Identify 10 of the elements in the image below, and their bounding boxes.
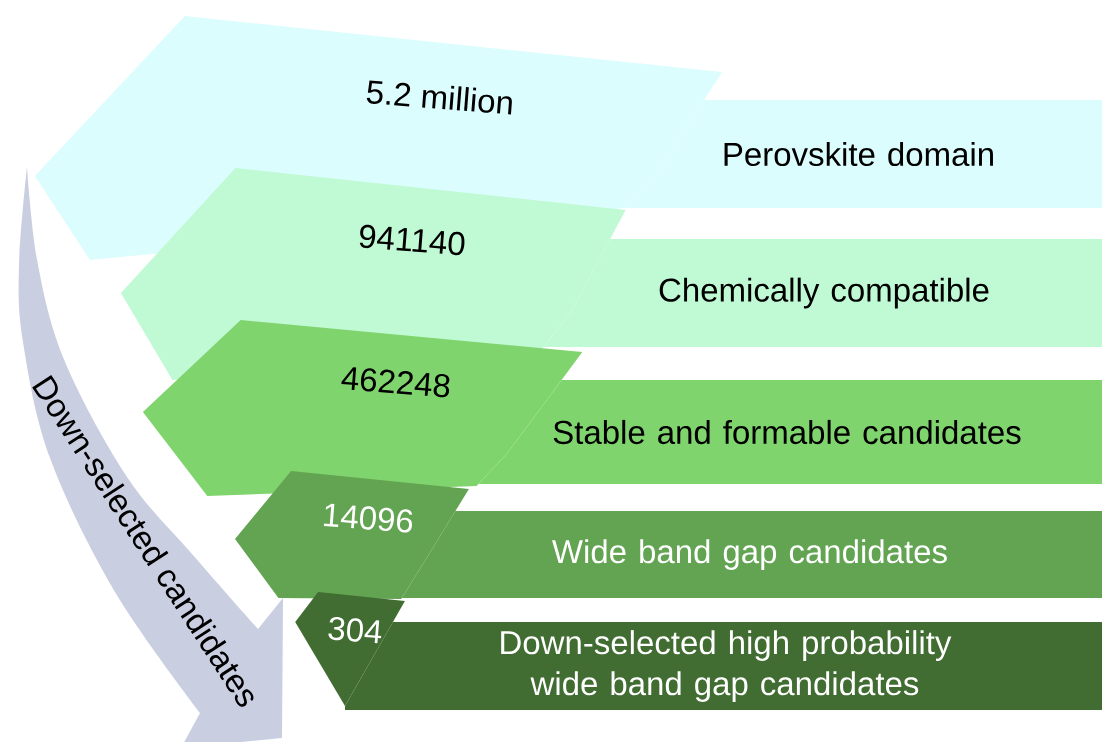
data-label: 462248	[341, 367, 450, 398]
category-label: Perovskite domain	[724, 141, 993, 167]
data-label: 5.2 million	[366, 80, 512, 115]
category-label: Chemically compatible	[659, 277, 989, 309]
category-label: Wide band gap candidates	[552, 539, 947, 570]
data-label: 941140	[359, 224, 465, 256]
category-label: Stable and formable candidates	[553, 419, 1021, 445]
data-label: 304	[328, 616, 382, 644]
category-label: Down-selected high probability wide band gap candidates	[501, 630, 952, 702]
data-label: 14096	[323, 503, 413, 533]
